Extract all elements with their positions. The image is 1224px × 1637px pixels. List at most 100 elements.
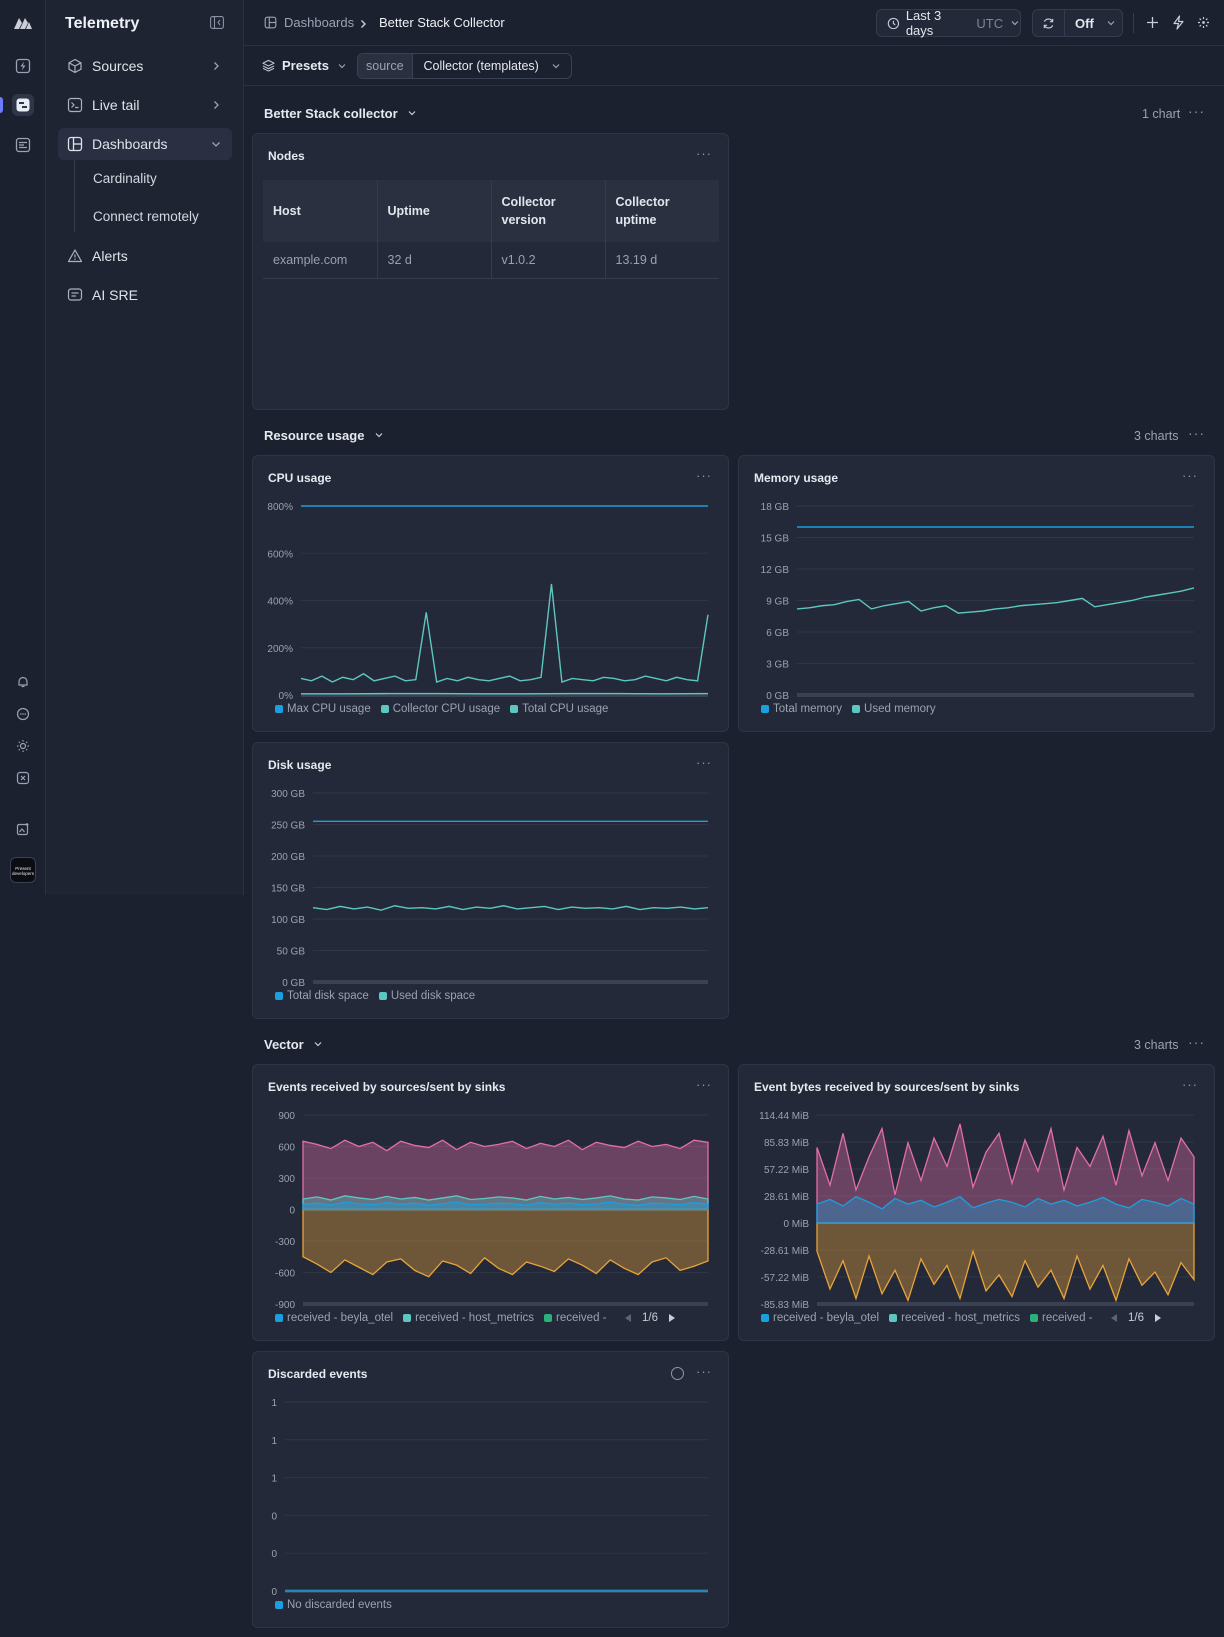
refresh-control[interactable]: Off	[1032, 9, 1123, 37]
legend-label[interactable]: received - http_log	[556, 1312, 606, 1324]
sidebar-item-dashboards[interactable]: Dashboards	[58, 128, 232, 160]
section-vector-header[interactable]: Vector	[264, 1037, 323, 1052]
collapse-sidebar-icon[interactable]	[210, 16, 226, 30]
legend-pager[interactable]: 1/6	[624, 1312, 676, 1324]
source-filter[interactable]: source Collector (templates)	[357, 53, 572, 79]
breadcrumb-dashboards[interactable]: Dashboards	[284, 15, 355, 30]
chevron-down-icon	[552, 64, 560, 69]
sidebar-item-alerts[interactable]: Alerts	[58, 240, 232, 272]
chart-legend: received - beyla_otel received - host_met…	[275, 1312, 676, 1324]
cpu-usage-panel: CPU usage ··· 800% 600% 400% 200% 0% Max CPU us…	[252, 455, 729, 732]
legend-swatch	[403, 1314, 412, 1322]
legend-swatch	[761, 705, 769, 713]
legend-label[interactable]: received - host_metrics	[415, 1312, 534, 1324]
nodes-table: Host Uptime Collector version Collector …	[263, 180, 719, 279]
y-tick-label: 18 GB	[761, 502, 790, 513]
bell-icon[interactable]	[12, 671, 34, 693]
add-icon[interactable]	[1146, 16, 1159, 32]
y-tick-label: -900	[275, 1300, 295, 1311]
app-title: Telemetry	[65, 15, 140, 32]
sidebar-subitem-connect-remotely[interactable]: Connect remotely	[93, 209, 199, 224]
refresh-icon[interactable]	[1033, 10, 1065, 36]
section-collector-header[interactable]: Better Stack collector	[264, 106, 417, 121]
legend-label[interactable]: No discarded events	[287, 1599, 392, 1611]
legend-label[interactable]: Total memory	[773, 703, 843, 715]
sidebar: Telemetry Sources Live tail Dashboards C…	[46, 0, 244, 895]
ai-chat-icon	[67, 287, 83, 303]
presets-button[interactable]: Presets	[262, 58, 347, 73]
sidebar-item-ai-sre[interactable]: AI SRE	[58, 279, 232, 311]
section-resource-header[interactable]: Resource usage	[264, 428, 384, 443]
legend-label[interactable]: received - beyla_otel	[773, 1312, 880, 1324]
avatar[interactable]: Present developers	[10, 857, 36, 883]
chevron-down-icon	[210, 138, 222, 150]
column-header[interactable]: Uptime	[377, 180, 492, 242]
series-area-1	[816, 1222, 1195, 1303]
panel-more-icon[interactable]: ···	[696, 1364, 712, 1379]
y-tick-label: 57.22 MiB	[764, 1165, 809, 1176]
table-cell: v1.0.2	[491, 242, 606, 279]
section-resource-more-icon[interactable]: ···	[1188, 425, 1205, 441]
legend-swatch	[544, 1314, 552, 1322]
section-collector-more-icon[interactable]: ···	[1188, 103, 1205, 119]
y-tick-label: 0 MiB	[783, 1219, 809, 1230]
legend-label[interactable]: Total disk space	[287, 990, 369, 1002]
chart-svg[interactable]: 800% 600% 400% 200% 0%	[253, 496, 728, 731]
legend-swatch	[275, 705, 283, 713]
reports-icon[interactable]	[12, 134, 34, 156]
chart-legend: Total disk space Used disk space	[275, 990, 475, 1002]
legend-label[interactable]: Max CPU usage	[287, 703, 371, 715]
legend-label[interactable]: received - beyla_otel	[287, 1312, 394, 1324]
telemetry-icon[interactable]	[12, 94, 34, 116]
legend-label[interactable]: Used memory	[864, 703, 936, 715]
column-header[interactable]: Collector version	[491, 180, 606, 242]
section-vector-more-icon[interactable]: ···	[1188, 1034, 1205, 1050]
active-marker	[0, 97, 3, 113]
chart-svg[interactable]: 18 GB 15 GB 12 GB 9 GB 6 GB 3 GB 0 GB	[739, 496, 1214, 731]
table-row[interactable]: example.com 32 d v1.0.2 13.19 d	[263, 242, 719, 279]
add-image-icon[interactable]	[12, 818, 34, 840]
panel-more-icon[interactable]: ···	[696, 468, 712, 483]
command-icon[interactable]	[12, 767, 34, 789]
legend-label[interactable]: received - http_log	[1042, 1312, 1092, 1324]
panel-more-icon[interactable]: ···	[696, 146, 712, 161]
legend-label[interactable]: Total CPU usage	[522, 703, 609, 715]
disk-usage-panel: Disk usage ··· 300 GB 250 GB 200 GB 150 GB 100…	[252, 742, 729, 1019]
y-tick-label: 85.83 MiB	[764, 1138, 809, 1149]
y-tick-label: 28.61 MiB	[764, 1192, 809, 1203]
chat-icon[interactable]	[12, 703, 34, 725]
time-range-picker[interactable]: Last 3 days UTC	[876, 8, 1021, 38]
sidebar-item-live-tail[interactable]: Live tail	[58, 89, 232, 121]
chart-svg[interactable]: 114.44 MiB 85.83 MiB 57.22 MiB 28.61 MiB 0 M…	[739, 1105, 1214, 1340]
panel-more-icon[interactable]: ···	[1182, 1077, 1198, 1092]
more-icon[interactable]	[1197, 16, 1210, 32]
lightning-icon[interactable]	[1172, 15, 1185, 33]
y-tick-label: 600%	[267, 549, 293, 560]
submenu-line	[74, 160, 75, 232]
column-header[interactable]: Collector uptime	[605, 180, 719, 242]
panel-more-icon[interactable]: ···	[1182, 468, 1198, 483]
y-tick-label: 100 GB	[271, 915, 305, 926]
legend-label[interactable]: Collector CPU usage	[392, 703, 501, 715]
chart-svg[interactable]: 1 1 1 0 0 0	[253, 1392, 728, 1627]
section-resource-count: 3 charts	[1134, 429, 1179, 443]
legend-pager[interactable]: 1/6	[1110, 1312, 1162, 1324]
y-tick-label: 12 GB	[761, 565, 790, 576]
chevron-right-icon	[210, 99, 222, 111]
sun-icon[interactable]	[12, 735, 34, 757]
sidebar-item-sources[interactable]: Sources	[58, 50, 232, 82]
panel-more-icon[interactable]: ···	[696, 755, 712, 770]
column-header[interactable]: Host	[263, 180, 378, 242]
legend-label[interactable]: received - host_metrics	[901, 1312, 1020, 1324]
logo-icon[interactable]	[12, 12, 34, 34]
chart-svg[interactable]: 900 600 300 0 -300 -600 -900	[253, 1105, 728, 1340]
sidebar-item-label: Alerts	[92, 248, 128, 264]
sidebar-subitem-cardinality[interactable]: Cardinality	[93, 171, 157, 186]
y-tick-label: 9 GB	[766, 597, 789, 608]
legend-label[interactable]: Used disk space	[390, 990, 476, 1002]
lightning-icon[interactable]	[12, 55, 34, 77]
legend-page-number: 1/6	[1128, 1312, 1144, 1324]
y-tick-label: 1	[271, 1398, 277, 1409]
panel-more-icon[interactable]: ···	[696, 1077, 712, 1092]
chart-svg[interactable]: 300 GB 250 GB 200 GB 150 GB 100 GB 50 GB 0 GB	[253, 783, 728, 1018]
